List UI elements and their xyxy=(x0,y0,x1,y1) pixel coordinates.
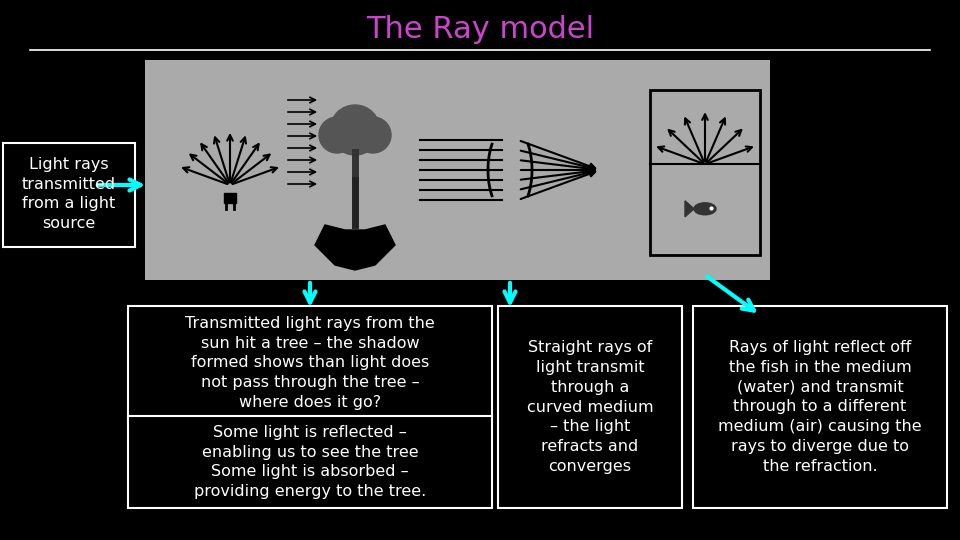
Text: Transmitted light rays from the
sun hit a tree – the shadow
formed shows than li: Transmitted light rays from the sun hit … xyxy=(185,316,435,410)
FancyBboxPatch shape xyxy=(693,306,947,508)
Text: Light rays
transmitted
from a light
source: Light rays transmitted from a light sour… xyxy=(22,157,116,231)
Text: Some light is reflected –
enabling us to see the tree
Some light is absorbed –
p: Some light is reflected – enabling us to… xyxy=(194,425,426,499)
FancyBboxPatch shape xyxy=(128,416,492,508)
Polygon shape xyxy=(224,193,236,203)
Circle shape xyxy=(330,105,380,155)
Text: The Ray model: The Ray model xyxy=(366,16,594,44)
Text: Rays of light reflect off
the fish in the medium
(water) and transmit
through to: Rays of light reflect off the fish in th… xyxy=(718,340,922,474)
Circle shape xyxy=(319,117,355,153)
FancyBboxPatch shape xyxy=(498,306,682,508)
FancyBboxPatch shape xyxy=(128,306,492,420)
Text: Straight rays of
light transmit
through a
curved medium
– the light
refracts and: Straight rays of light transmit through … xyxy=(527,340,654,474)
FancyBboxPatch shape xyxy=(145,60,770,280)
Polygon shape xyxy=(685,201,694,217)
Ellipse shape xyxy=(694,203,716,215)
Polygon shape xyxy=(315,225,395,270)
Circle shape xyxy=(355,117,391,153)
FancyBboxPatch shape xyxy=(3,143,135,247)
